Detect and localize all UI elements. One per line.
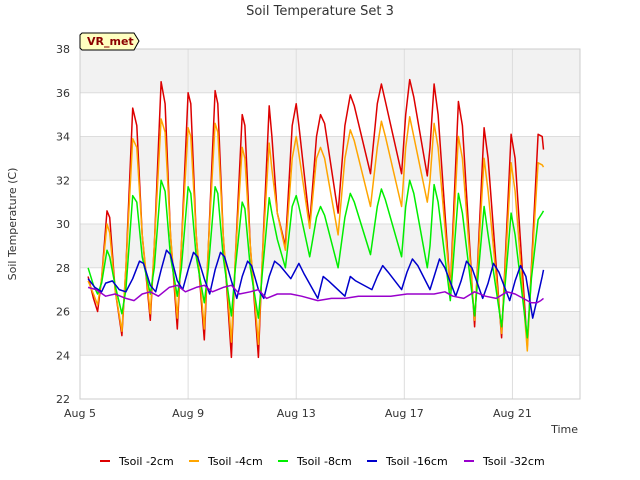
chart-title: Soil Temperature Set 3 <box>246 4 394 19</box>
plot-band <box>80 355 580 399</box>
badge-shape <box>79 32 140 51</box>
x-tick-label: Aug 21 <box>493 407 532 420</box>
x-tick-label: Aug 13 <box>277 407 316 420</box>
y-tick-label: 38 <box>56 43 70 56</box>
legend-label: Tsoil -4cm <box>207 455 263 468</box>
y-tick-label: 30 <box>56 218 70 231</box>
x-tick-label: Aug 17 <box>385 407 424 420</box>
legend-label: Tsoil -8cm <box>296 455 352 468</box>
series-line-tsoil-16cm <box>87 249 545 319</box>
y-tick-label: 32 <box>56 174 70 187</box>
series-line-tsoil-32cm <box>87 284 544 304</box>
series-line-tsoil-8cm <box>87 179 545 339</box>
x-tick-label: Aug 5 <box>64 407 96 420</box>
series-line-tsoil-4cm <box>87 116 545 352</box>
y-tick-label: 26 <box>56 306 70 319</box>
plot-band <box>80 311 580 356</box>
x-tick-label: Aug 9 <box>172 407 204 420</box>
plot-band <box>80 49 580 93</box>
y-tick-label: 34 <box>56 131 70 144</box>
x-axis-label: Time <box>550 423 578 436</box>
y-axis-tick-labels: 22 24 26 28 30 32 34 36 38 <box>56 43 70 406</box>
y-axis-label: Soil Temperature (C) <box>6 168 19 281</box>
y-tick-label: 24 <box>56 349 70 362</box>
legend-label: Tsoil -32cm <box>482 455 545 468</box>
y-tick-label: 36 <box>56 87 70 100</box>
y-tick-label: 28 <box>56 262 70 275</box>
legend: Tsoil -2cm Tsoil -4cm Tsoil -8cm Tsoil -16c… <box>100 455 545 468</box>
legend-label: Tsoil -2cm <box>118 455 174 468</box>
legend-label: Tsoil -16cm <box>385 455 448 468</box>
series-lines <box>87 78 545 359</box>
plot-band <box>80 92 580 137</box>
y-tick-label: 22 <box>56 393 70 406</box>
plot-background-bands <box>80 49 580 399</box>
plot-frame <box>79 48 581 400</box>
badge-label: VR_met <box>87 35 134 48</box>
station-badge: VR_met <box>79 32 140 51</box>
x-axis-tick-labels: Aug 5 Aug 9 Aug 13 Aug 17 Aug 21 <box>64 407 532 420</box>
